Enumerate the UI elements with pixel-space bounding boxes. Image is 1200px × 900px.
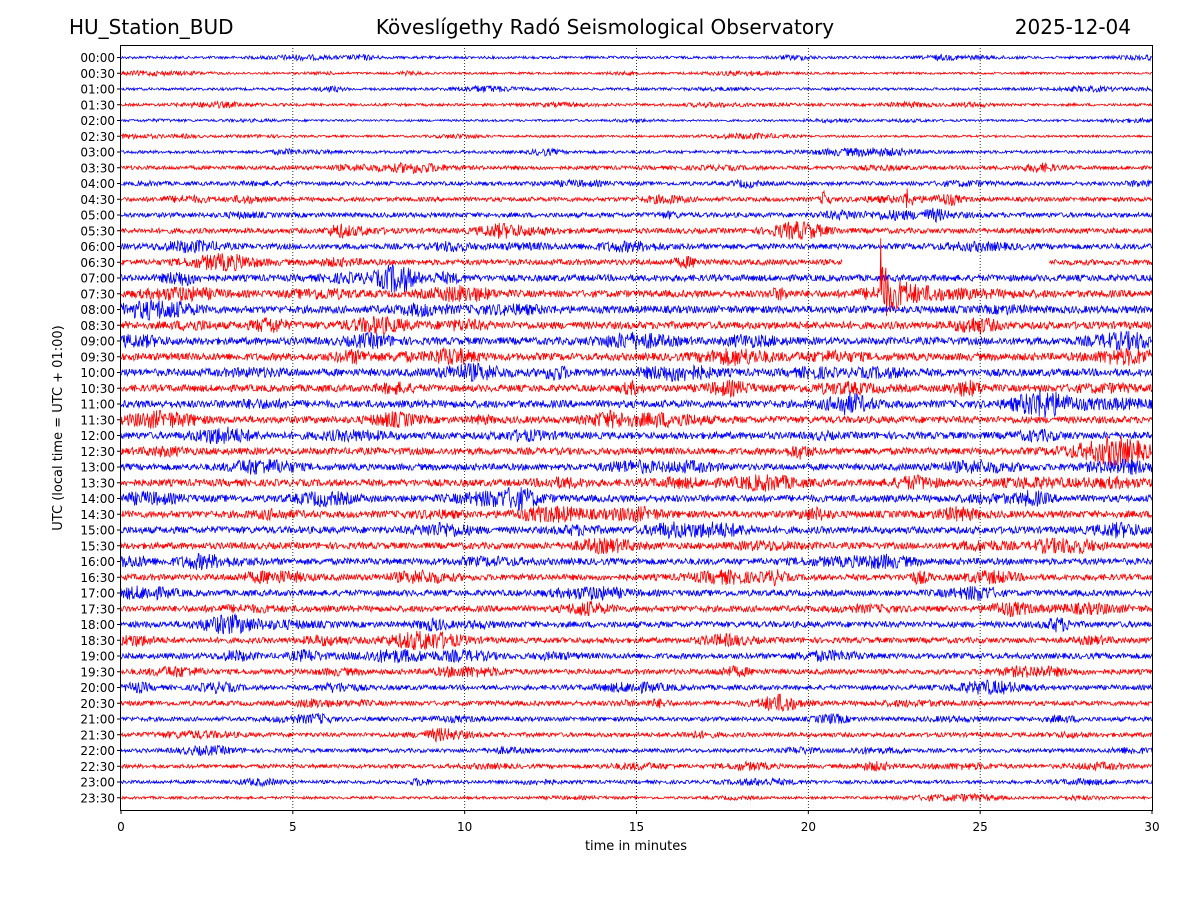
y-tick-label: 13:30 xyxy=(80,476,115,490)
y-tick-label: 06:00 xyxy=(80,240,115,254)
y-tick-label: 03:30 xyxy=(80,161,115,175)
x-tick-label: 20 xyxy=(801,820,816,834)
trace-15-00 xyxy=(120,521,1153,539)
y-tick-label: 09:30 xyxy=(80,350,115,364)
grid-lines xyxy=(292,45,981,810)
y-tick-label: 10:00 xyxy=(80,366,115,380)
y-tick-label: 11:00 xyxy=(80,398,115,412)
y-tick-label: 15:30 xyxy=(80,539,115,553)
y-tick-label: 21:30 xyxy=(80,728,115,742)
x-tick-label: 25 xyxy=(973,820,988,834)
y-axis-label: UTC (local time = UTC + 01:00) xyxy=(51,325,66,530)
y-tick-label: 21:00 xyxy=(80,713,115,727)
y-tick-label: 09:00 xyxy=(80,335,115,349)
y-tick-label: 08:00 xyxy=(80,303,115,317)
x-tick-label: 30 xyxy=(1144,820,1159,834)
y-tick-label: 18:00 xyxy=(80,618,115,632)
y-tick-label: 16:00 xyxy=(80,555,115,569)
y-tick-label: 15:00 xyxy=(80,524,115,538)
trace-04-00 xyxy=(120,178,1153,190)
y-tick-label: 05:00 xyxy=(80,209,115,223)
y-tick-label: 20:00 xyxy=(80,681,115,695)
x-tick-label: 15 xyxy=(629,820,644,834)
y-tick-label: 06:30 xyxy=(80,256,115,270)
trace-11-00 xyxy=(120,389,1153,419)
y-tick-label: 11:30 xyxy=(80,413,115,427)
y-tick-label: 02:00 xyxy=(80,114,115,128)
trace-21-30 xyxy=(120,727,1153,743)
trace-group xyxy=(120,53,1153,803)
trace-17-00 xyxy=(120,585,1153,602)
y-tick-label: 12:30 xyxy=(80,445,115,459)
y-tick-label: 17:00 xyxy=(80,587,115,601)
trace-23-00 xyxy=(120,777,1153,788)
y-tick-label: 16:30 xyxy=(80,571,115,585)
y-tick-label: 04:30 xyxy=(80,193,115,207)
trace-23-30 xyxy=(120,792,1153,803)
y-tick-label: 14:00 xyxy=(80,492,115,506)
trace-05-00 xyxy=(120,207,1153,224)
y-tick-label: 10:30 xyxy=(80,382,115,396)
y-tick-label: 07:30 xyxy=(80,287,115,301)
y-tick-label: 23:00 xyxy=(80,776,115,790)
trace-03-30 xyxy=(120,161,1153,175)
y-tick-label: 05:30 xyxy=(80,224,115,238)
x-tick-label: 0 xyxy=(117,820,125,834)
y-tick-label: 12:00 xyxy=(80,429,115,443)
trace-03-00 xyxy=(120,146,1153,158)
trace-13-00 xyxy=(120,458,1153,476)
trace-11-30 xyxy=(120,409,1153,429)
y-tick-label: 08:30 xyxy=(80,319,115,333)
x-tick-label: 5 xyxy=(289,820,297,834)
plot-frame xyxy=(120,45,1153,811)
y-tick-label: 13:00 xyxy=(80,461,115,475)
station-name: HU_Station_BUD xyxy=(69,15,234,39)
y-tick-label: 01:30 xyxy=(80,98,115,112)
y-tick-label: 14:30 xyxy=(80,508,115,522)
trace-16-30 xyxy=(120,568,1153,587)
trace-01-00 xyxy=(120,84,1153,93)
trace-08-00 xyxy=(120,299,1153,321)
y-tick-label: 19:30 xyxy=(80,665,115,679)
trace-16-00 xyxy=(120,553,1153,571)
y-tick-label: 19:00 xyxy=(80,650,115,664)
trace-10-30 xyxy=(120,379,1153,398)
y-tick-label: 00:30 xyxy=(80,67,115,81)
observatory-title: Köveslígethy Radó Seismological Observat… xyxy=(0,15,1200,39)
y-tick-label: 01:00 xyxy=(80,83,115,97)
y-tick-label: 22:30 xyxy=(80,760,115,774)
record-date: 2025-12-04 xyxy=(1014,15,1131,39)
x-tick-label: 10 xyxy=(457,820,472,834)
y-tick-label: 03:00 xyxy=(80,146,115,160)
y-tick-label: 04:00 xyxy=(80,177,115,191)
trace-06-30 xyxy=(120,253,1153,272)
y-tick-label: 18:30 xyxy=(80,634,115,648)
y-tick-label: 22:00 xyxy=(80,744,115,758)
trace-05-30 xyxy=(120,220,1153,240)
y-tick-label: 17:30 xyxy=(80,602,115,616)
y-tick-label: 23:30 xyxy=(80,791,115,805)
y-tick-label: 07:00 xyxy=(80,272,115,286)
observatory-title-text: Köveslígethy Radó Seismological Observat… xyxy=(375,15,835,39)
x-axis-label: time in minutes xyxy=(585,839,687,854)
y-tick-label: 02:30 xyxy=(80,130,115,144)
y-tick-label: 20:30 xyxy=(80,697,115,711)
trace-19-00 xyxy=(120,648,1153,664)
y-tick-label: 00:00 xyxy=(80,51,115,65)
trace-14-30 xyxy=(120,505,1153,523)
x-axis: 0 5 10 15 20 25 30 xyxy=(117,810,1160,834)
